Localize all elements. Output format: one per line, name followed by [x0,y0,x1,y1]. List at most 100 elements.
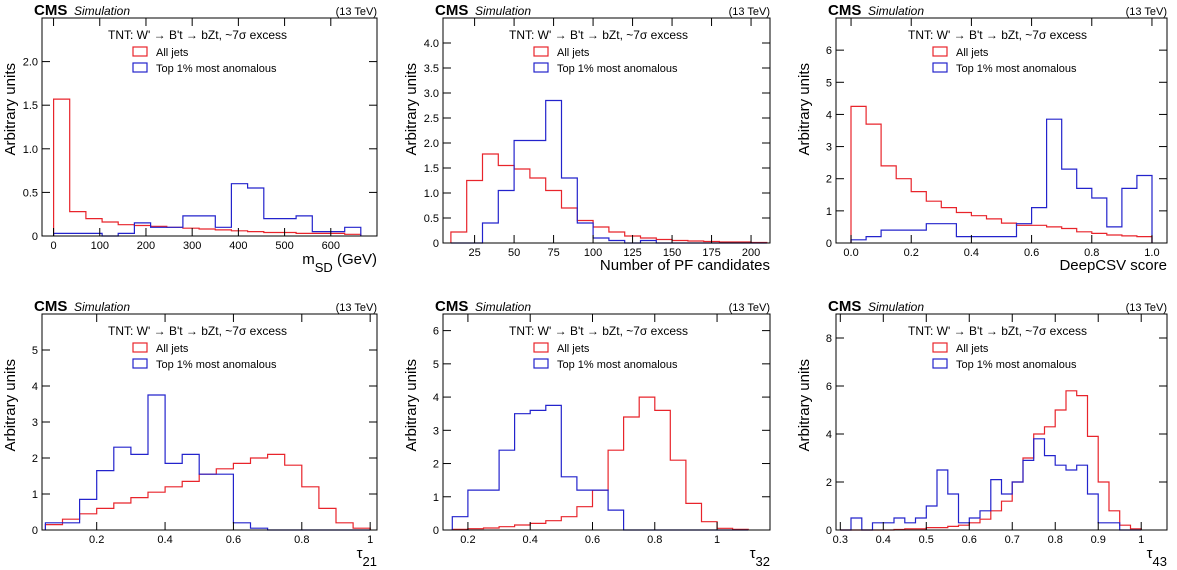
y-tick-label: 6 [433,326,439,338]
x-tick-label: 0.6 [585,534,600,546]
legend-entry-label: Top 1% most anomalous [956,63,1077,75]
y-tick-label: 2 [826,477,832,489]
energy-label: (13 TeV) [729,302,770,314]
plot-frame [835,313,1168,531]
y-tick-label: 4.0 [424,38,439,50]
legend-entry-label: All jets [956,343,989,355]
legend-swatch [132,358,148,369]
y-tick-label: 2 [433,459,439,471]
y-tick-label: 1 [433,492,439,504]
y-tick-label: 5 [826,77,832,89]
series-top-anomalous-histogram [450,99,767,244]
x-tick-label: 500 [275,240,293,252]
panel-2: 25 50 75 100 125 150 175 200 0 0.5 1.0 1.5 2.0 2.5 3.0… [403,2,771,274]
y-tick-label: 4 [433,392,439,404]
cms-label: CMS [34,2,67,19]
y-axis-label: Arbitrary units [403,359,420,452]
x-tick-label: 50 [508,247,520,259]
energy-label: (13 TeV) [336,302,377,314]
simulation-label: Simulation [868,300,924,314]
x-tick-label: 175 [702,247,720,259]
series-top-anomalous-histogram [44,394,371,531]
x-axis-label-subscript: 32 [756,554,770,569]
panel-5: 0.2 0.4 0.6 0.8 1 0 1 2 3 4 5 6 CMS Simulation (13 TeV… [403,298,771,569]
x-tick-label: 0.8 [647,534,662,546]
legend-swatch [533,358,549,369]
x-tick-label: 0.4 [157,534,172,546]
x-tick-label: 1 [1138,534,1144,546]
x-tick-label: 0.7 [1005,534,1020,546]
cms-label: CMS [435,2,468,19]
y-tick-label: 2 [826,174,832,186]
series-top-anomalous-histogram [451,404,749,531]
x-tick-label: 0.2 [460,534,475,546]
y-axis-label: Arbitrary units [403,63,420,156]
legend-entry-label: All jets [156,47,189,59]
y-tick-label: 8 [826,333,832,345]
legend-title: TNT: W' → B't → bZt, ~7σ excess [509,28,688,42]
x-axis-label-unit: (GeV) [333,251,377,268]
x-tick-label: 0.4 [876,534,891,546]
x-tick-label: 0.8 [1048,534,1063,546]
x-tick-label: 1 [367,534,373,546]
y-tick-label: 5 [433,359,439,371]
cms-label: CMS [828,298,861,315]
plot-frame [442,17,771,244]
plot-frame [835,17,1168,244]
legend-swatch [533,46,549,57]
y-tick-label: 3.0 [424,88,439,100]
legend-entry-label: All jets [557,343,590,355]
plot-frame [442,313,771,531]
y-tick-label: 4 [826,109,832,121]
x-axis-label: mSD (GeV) [302,251,377,275]
series-all-jets-histogram [53,98,362,236]
x-tick-label: 400 [229,240,247,252]
y-tick-label: 6 [826,381,832,393]
y-tick-label: 0 [32,525,38,537]
x-axis-label-subscript: SD [315,260,333,275]
panel-6: 0.3 0.4 0.5 0.6 0.7 0.8 0.9 1 0 2 4 6 8 CMS Simulation… [796,298,1168,569]
y-tick-label: 6 [826,45,832,57]
y-tick-label: 3 [433,425,439,437]
x-tick-label: 0.6 [1024,247,1039,259]
legend-entry-label: Top 1% most anomalous [956,359,1077,371]
x-tick-label: 0.8 [1084,247,1099,259]
legend-swatch [132,342,148,353]
x-tick-label: 0.6 [962,534,977,546]
y-tick-label: 2.5 [424,113,439,125]
x-tick-label: 1.0 [1144,247,1159,259]
y-tick-label: 0 [32,231,38,243]
legend-swatch [132,46,148,57]
series-all-jets-histogram [840,390,1142,531]
cms-label: CMS [435,298,468,315]
legend-swatch [932,342,948,353]
y-axis-label: Arbitrary units [2,63,19,156]
series-top-anomalous-histogram [840,438,1142,531]
x-tick-label: 0.5 [919,534,934,546]
x-tick-label: 0.2 [904,247,919,259]
x-tick-label: 125 [623,247,641,259]
panel-4: 0.2 0.4 0.6 0.8 1 0 1 2 3 4 5 CMS Simulation (13 TeV)… [2,298,378,569]
y-tick-label: 0 [433,525,439,537]
energy-label: (13 TeV) [336,6,377,18]
legend-title: TNT: W' → B't → bZt, ~7σ excess [509,324,688,338]
legend-entry-label: Top 1% most anomalous [156,63,277,75]
x-tick-label: 100 [91,240,109,252]
x-tick-label: 25 [468,247,480,259]
simulation-label: Simulation [74,300,130,314]
plot-frame [41,17,378,237]
energy-label: (13 TeV) [729,6,770,18]
y-tick-label: 1.5 [424,163,439,175]
y-tick-label: 3 [826,142,832,154]
y-tick-label: 2.0 [23,57,38,69]
legend-title: TNT: W' → B't → bZt, ~7σ excess [108,28,287,42]
series-all-jets-histogram [451,396,749,530]
x-tick-label: 200 [742,247,760,259]
cms-label: CMS [828,2,861,19]
x-axis-label: Number of PF candidates [600,257,770,274]
simulation-label: Simulation [475,300,531,314]
x-tick-label: 75 [547,247,559,259]
legend-title: TNT: W' → B't → bZt, ~7σ excess [108,324,287,338]
